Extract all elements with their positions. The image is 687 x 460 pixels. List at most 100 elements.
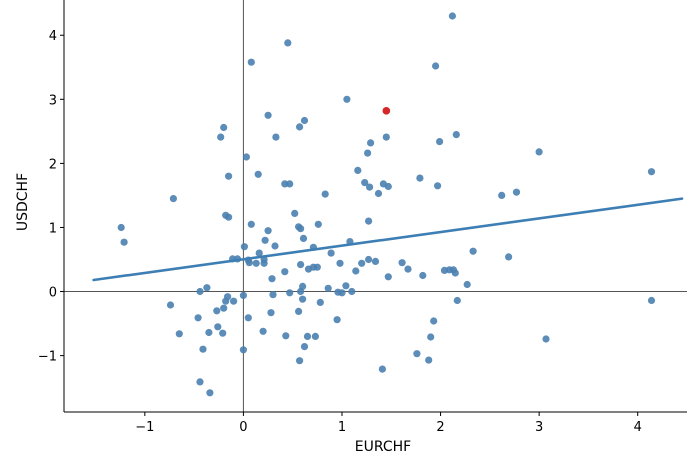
data-point	[247, 220, 255, 228]
data-point	[291, 209, 299, 217]
data-point	[314, 220, 322, 228]
data-point	[313, 263, 321, 271]
data-point	[299, 295, 307, 303]
data-point	[304, 265, 313, 273]
data-point	[194, 314, 202, 322]
data-point	[348, 287, 356, 296]
data-point	[384, 182, 392, 191]
x-tick-label: 0	[239, 420, 247, 435]
data-point	[343, 95, 351, 103]
data-point	[404, 265, 412, 273]
data-point	[647, 168, 656, 176]
data-point	[333, 316, 341, 324]
y-axis-label: USDCHF	[15, 173, 31, 231]
data-point	[196, 378, 204, 386]
data-point	[252, 259, 260, 267]
data-point	[297, 287, 305, 296]
data-point	[271, 242, 279, 250]
data-point	[244, 314, 252, 322]
data-point	[282, 332, 290, 340]
reference-lines	[64, 0, 687, 412]
data-point	[220, 123, 228, 132]
regression-line	[92, 197, 684, 282]
data-point	[352, 267, 360, 275]
data-point	[453, 296, 461, 305]
data-point	[264, 227, 272, 235]
data-point	[303, 332, 312, 340]
data-point	[374, 189, 383, 198]
data-point	[299, 234, 308, 242]
data-point	[225, 213, 233, 221]
data-point	[286, 289, 294, 297]
data-point	[260, 259, 268, 267]
data-point	[281, 268, 289, 276]
data-point	[336, 259, 344, 267]
data-points	[117, 12, 656, 397]
data-point	[239, 291, 247, 299]
data-point	[398, 259, 406, 267]
data-point	[364, 149, 372, 157]
data-point	[259, 327, 267, 335]
data-point	[222, 297, 230, 305]
y-tick-label: 3	[49, 93, 57, 108]
data-point	[427, 333, 435, 341]
data-point	[295, 307, 303, 315]
data-point	[245, 259, 253, 267]
data-point	[371, 257, 380, 265]
data-point	[425, 356, 433, 364]
x-tick-label: 3	[535, 420, 543, 435]
x-tick-label: 2	[436, 420, 444, 435]
data-point	[175, 330, 183, 338]
data-point	[300, 116, 309, 125]
data-point	[247, 58, 255, 66]
data-point	[213, 307, 221, 315]
data-point	[361, 179, 369, 187]
data-point	[647, 296, 656, 305]
data-point	[254, 170, 262, 178]
data-point	[297, 225, 305, 233]
x-axis-ticks: −1 0 1 2 3 4	[135, 412, 642, 435]
data-point	[296, 357, 304, 365]
data-point	[512, 188, 521, 196]
highlight-point	[382, 107, 391, 115]
data-point	[358, 259, 366, 267]
data-point	[166, 301, 175, 309]
data-point	[498, 191, 506, 199]
data-point	[367, 139, 375, 147]
data-point	[338, 289, 346, 297]
data-point	[196, 287, 204, 296]
data-point	[297, 261, 305, 269]
data-point	[365, 217, 373, 225]
data-point	[272, 133, 280, 141]
data-point	[267, 309, 275, 317]
data-point	[354, 166, 362, 174]
data-point	[436, 138, 444, 146]
data-point	[316, 298, 324, 306]
y-tick-label: 2	[49, 157, 57, 172]
x-tick-label: 1	[338, 420, 346, 435]
data-point	[284, 39, 292, 47]
data-point	[239, 346, 247, 354]
data-point	[269, 291, 277, 299]
data-point	[203, 284, 211, 292]
y-tick-label: 1	[49, 221, 57, 236]
axes-frame	[63, 0, 687, 413]
data-point	[296, 123, 304, 131]
data-point	[225, 172, 233, 180]
data-point	[268, 275, 276, 283]
data-point	[311, 332, 319, 340]
data-point	[117, 223, 125, 232]
data-point	[206, 389, 214, 397]
data-point	[120, 238, 128, 246]
data-point	[264, 111, 272, 119]
y-tick-label: −1	[38, 350, 57, 365]
data-point	[205, 328, 213, 337]
data-point	[378, 365, 386, 373]
data-point	[261, 236, 269, 244]
regression-line-group	[92, 197, 684, 282]
data-point	[463, 280, 471, 289]
data-point	[219, 329, 227, 337]
data-point	[324, 284, 332, 292]
